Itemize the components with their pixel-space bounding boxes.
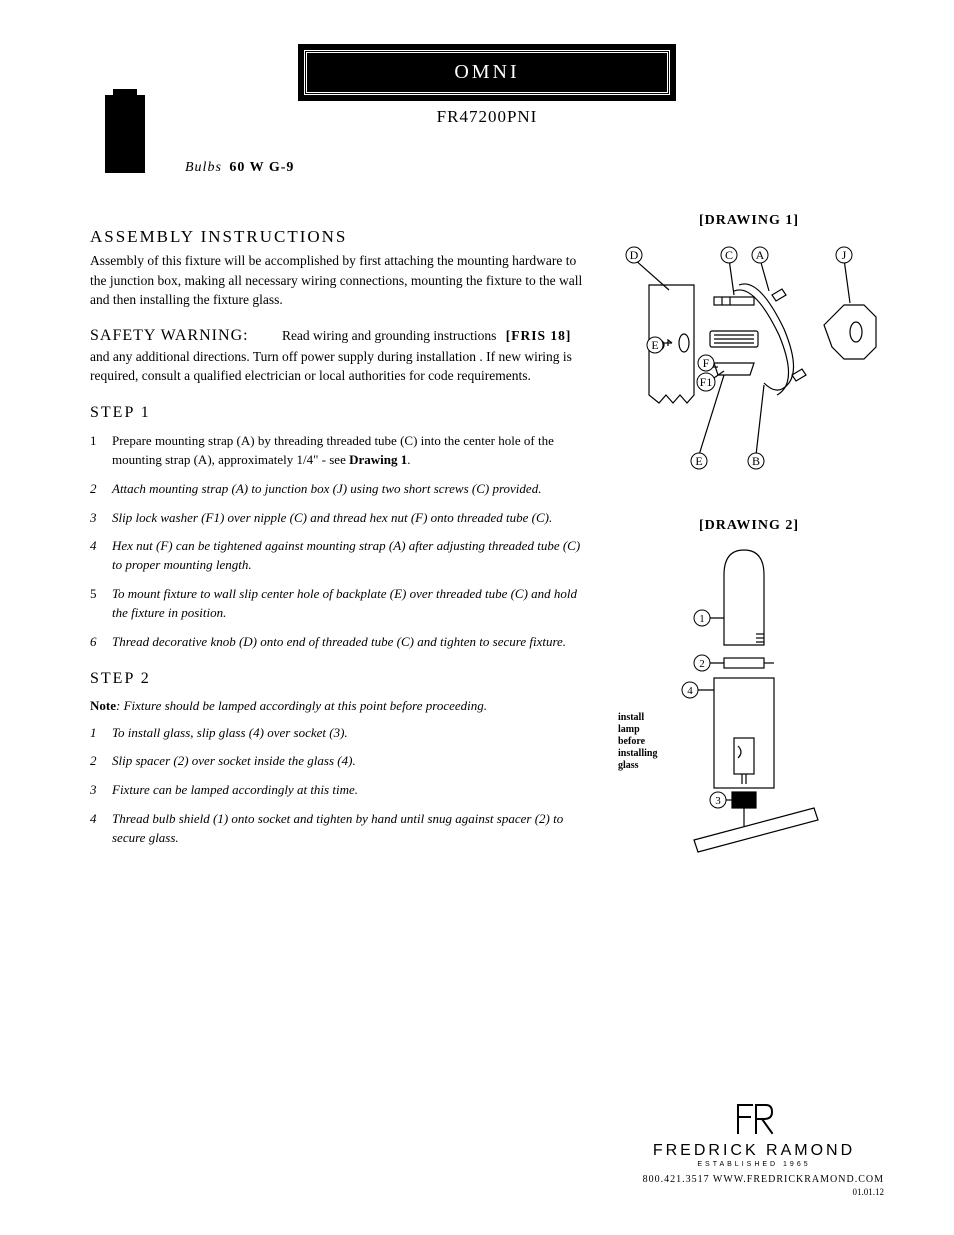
svg-text:E: E [651,338,658,352]
step-number: 4 [90,537,112,575]
step1-item: 4Hex nut (F) can be tightened against mo… [90,537,584,575]
svg-text:2: 2 [699,658,705,670]
svg-text:A: A [756,248,765,262]
drawing2-label: [DRAWING 2] [614,518,884,534]
svg-text:F1: F1 [700,375,713,389]
svg-text:C: C [725,248,733,262]
step2-item: 2Slip spacer (2) over socket inside the … [90,752,584,771]
step2-item: 1To install glass, slip glass (4) over s… [90,724,584,743]
step-number: 6 [90,633,112,652]
safety-text1: Read wiring and grounding instructions [282,328,496,343]
step1-item: 6Thread decorative knob (D) onto end of … [90,633,584,652]
step-number: 3 [90,509,112,528]
fris-ref: [FRIS 18] [506,328,572,343]
step-text: Slip lock washer (F1) over nipple (C) an… [112,509,552,528]
step1-list: 1Prepare mounting strap (A) by threading… [90,432,584,652]
drawing2-note-line: installing [618,748,657,759]
drawings-column: [DRAWING 1] [614,207,884,875]
step2-list: 1To install glass, slip glass (4) over s… [90,724,584,848]
svg-text:1: 1 [699,613,705,625]
step2-item: 3Fixture can be lamped accordingly at th… [90,781,584,800]
step-number: 2 [90,752,112,771]
drawing2-svg: 1 2 4 3 installlampbeforeinstallingglass [614,540,884,870]
step-text: Hex nut (F) can be tightened against mou… [112,537,584,575]
note-text: : Fixture should be lamped accordingly a… [116,698,487,713]
svg-text:3: 3 [715,795,721,807]
title-bar: OMNI [304,50,670,95]
safety-warning: SAFETY WARNING: Read wiring and groundin… [90,324,584,386]
step-number: 1 [90,432,112,470]
step-number: 4 [90,810,112,848]
step-text: Attach mounting strap (A) to junction bo… [112,480,541,499]
drawing2-note-line: glass [618,760,639,771]
drawing1-svg: D C A J E F F1 E B [614,235,884,495]
brand-contact: 800.421.3517 WWW.FREDRICKRAMOND.COM [624,1174,884,1185]
bulbs-spec: Bulbs 60 W G-9 [185,160,294,176]
footer: FREDRICK RAMOND ESTABLISHED 1965 800.421… [624,1099,884,1197]
svg-text:E: E [695,454,702,468]
model-number: FR47200PNI [90,107,884,127]
svg-text:J: J [842,248,847,262]
step1-item: 5To mount fixture to wall slip center ho… [90,585,584,623]
fr-logo-icon [732,1099,776,1135]
doc-date: 01.01.12 [624,1187,884,1197]
drawing1-label: [DRAWING 1] [614,213,884,229]
drawing2-note-line: before [618,736,646,747]
step1-heading: STEP 1 [90,404,584,422]
step-text: Fixture can be lamped accordingly at thi… [112,781,358,800]
brand-established: ESTABLISHED 1965 [624,1161,884,1168]
assembly-intro: Assembly of this fixture will be accompl… [90,251,584,310]
brand-name: FREDRICK RAMOND [624,1142,884,1160]
step1-item: 1Prepare mounting strap (A) by threading… [90,432,584,470]
step-number: 5 [90,585,112,623]
svg-text:B: B [752,454,760,468]
bulbs-value: 60 W G-9 [229,160,294,175]
step1-item: 2Attach mounting strap (A) to junction b… [90,480,584,499]
step-number: 3 [90,781,112,800]
step-text: Thread decorative knob (D) onto end of t… [112,633,566,652]
step2-note: Note: Fixture should be lamped according… [90,698,584,714]
svg-text:F: F [703,356,710,370]
decorative-block [105,95,145,173]
instructions-column: ASSEMBLY INSTRUCTIONS Assembly of this f… [90,207,584,875]
step2-heading: STEP 2 [90,670,584,688]
drawing2-note-line: install [618,712,644,723]
step-text: Thread bulb shield (1) onto socket and t… [112,810,584,848]
safety-label: SAFETY WARNING: [90,327,249,344]
svg-text:4: 4 [687,685,693,697]
step-text: Slip spacer (2) over socket inside the g… [112,752,356,771]
safety-text2: and any additional directions. Turn off … [90,349,572,384]
step-number: 2 [90,480,112,499]
note-label: Note [90,698,116,713]
step-text: Prepare mounting strap (A) by threading … [112,432,584,470]
svg-text:D: D [630,248,639,262]
step1-item: 3Slip lock washer (F1) over nipple (C) a… [90,509,584,528]
bulbs-label: Bulbs [185,160,222,175]
assembly-heading: ASSEMBLY INSTRUCTIONS [90,227,584,247]
step-number: 1 [90,724,112,743]
drawing2-note-line: lamp [618,724,640,735]
step-text: To install glass, slip glass (4) over so… [112,724,348,743]
step-text: To mount fixture to wall slip center hol… [112,585,584,623]
step2-item: 4Thread bulb shield (1) onto socket and … [90,810,584,848]
